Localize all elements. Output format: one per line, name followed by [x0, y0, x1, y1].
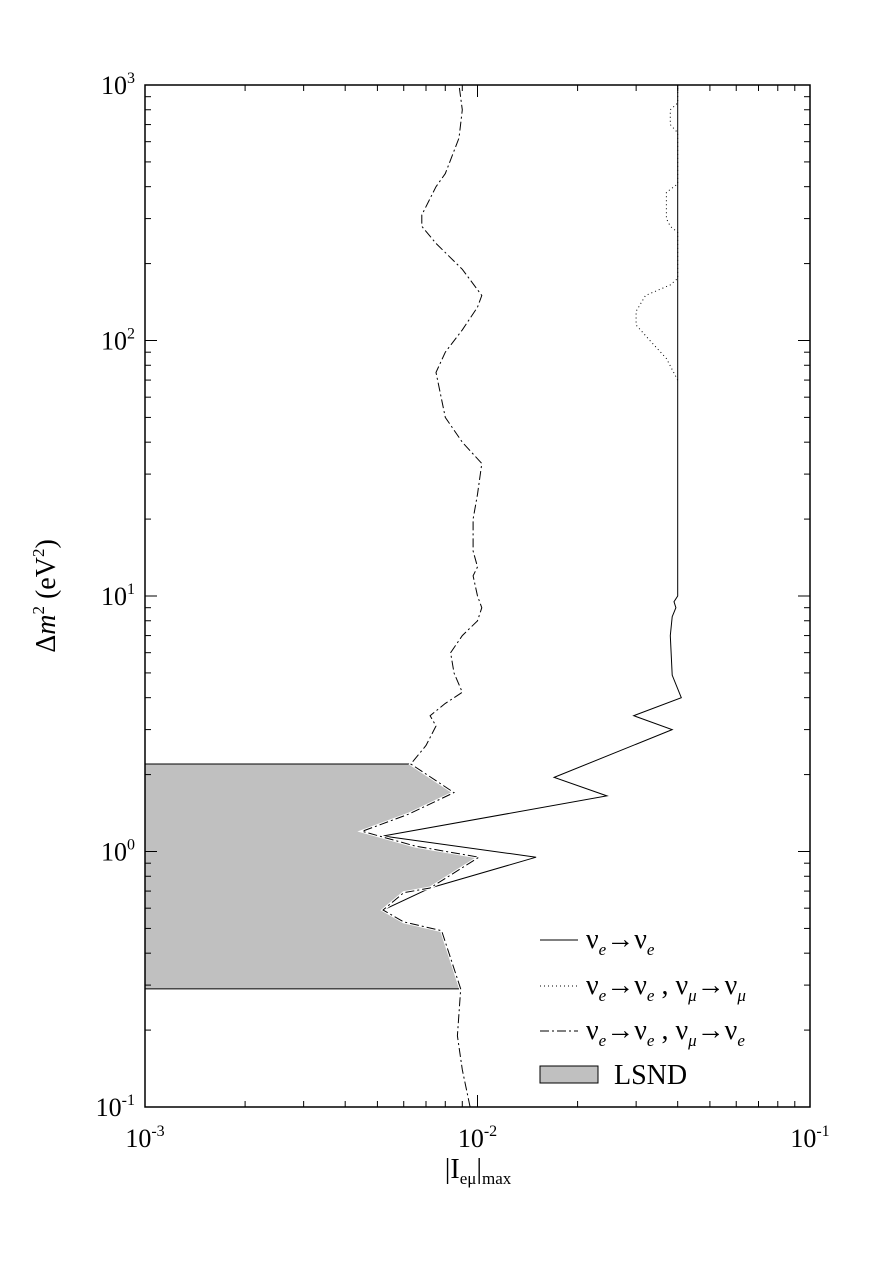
y-tick-label: 101 — [101, 581, 135, 611]
y-tick-label: 10-1 — [96, 1092, 135, 1122]
tick-label-layer: 10-3 10-2 10-1 10-1 100 101 102 103 — [96, 70, 830, 1153]
series-layer — [357, 84, 682, 1108]
x-tick-label: 10-1 — [790, 1123, 829, 1153]
y-axis-title: Δm2 (eV2) — [29, 539, 62, 653]
series-line-dotted — [635, 85, 679, 381]
x-tick-label: 10-2 — [458, 1123, 497, 1153]
y-tick-label: 103 — [101, 70, 135, 100]
x-axis-title: |Ieμ|max — [445, 1154, 512, 1188]
legend-swatch-lsnd — [539, 1065, 599, 1084]
legend-label-1: νe→νe — [586, 924, 655, 959]
x-tick-label: 10-3 — [125, 1123, 164, 1153]
series-line-dashdot — [360, 84, 483, 1108]
legend-label-3: νe→νe , νμ→νe — [586, 1015, 745, 1050]
y-tick-label: 102 — [101, 326, 135, 356]
legend-label-lsnd: LSND — [614, 1060, 687, 1091]
lsnd-region-layer — [145, 763, 479, 990]
legend: νe→νe νe→νe , νμ→νμ νe→νe , νμ→νe LSND — [539, 924, 746, 1091]
legend-label-2: νe→νe , νμ→νμ — [586, 970, 746, 1005]
tick-layer — [144, 84, 811, 1108]
lsnd-region — [145, 764, 479, 989]
y-tick-label: 100 — [101, 837, 135, 867]
